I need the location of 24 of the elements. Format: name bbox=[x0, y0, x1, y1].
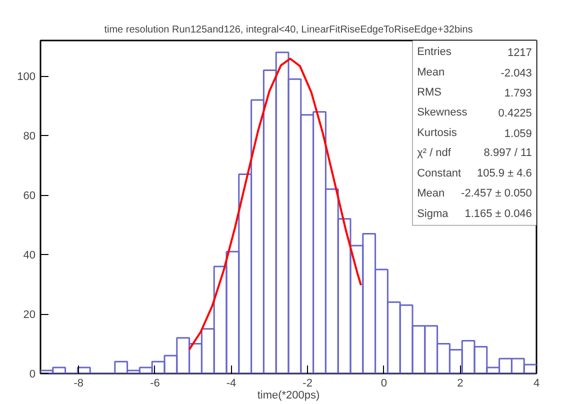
text: RMS 1.793 bbox=[417, 86, 532, 100]
x-tick-label: -2 bbox=[302, 378, 312, 390]
text: Sigma 1.165 ± 0.046 bbox=[417, 208, 532, 220]
text: Mean -2.457 ± 0.050 bbox=[417, 188, 532, 200]
text: Constant 105.9 ± 4.6 bbox=[417, 167, 532, 180]
text: Mean -2.043 bbox=[417, 66, 532, 80]
y-tick-label: 20 bbox=[23, 309, 36, 322]
y-tick-label: 80 bbox=[23, 130, 36, 143]
text: Entries 1217 bbox=[417, 46, 532, 60]
y-tick-label: 60 bbox=[23, 190, 36, 202]
x-tick-label: -8 bbox=[74, 378, 84, 390]
y-tick-label: 100 bbox=[17, 71, 36, 84]
text: χ² / ndf 8.997 / 11 bbox=[417, 147, 532, 160]
x-tick-label: -4 bbox=[226, 378, 236, 390]
x-axis-title: time(*200ps) bbox=[257, 390, 320, 402]
chart-title: time resolution Run125and126, integral<40, LinearFitRiseEdgeToRiseEdge+32bins bbox=[104, 24, 473, 36]
text: Kurtosis 1.059 bbox=[417, 126, 532, 140]
x-tick-label: 4 bbox=[533, 378, 540, 390]
text: Skewness 0.4225 bbox=[417, 106, 532, 120]
x-tick-label: -6 bbox=[150, 378, 160, 390]
x-tick-label: 0 bbox=[380, 378, 387, 390]
y-tick-label: 0 bbox=[29, 368, 36, 380]
y-tick-label: 40 bbox=[23, 250, 36, 262]
x-tick-label: 2 bbox=[457, 378, 464, 390]
